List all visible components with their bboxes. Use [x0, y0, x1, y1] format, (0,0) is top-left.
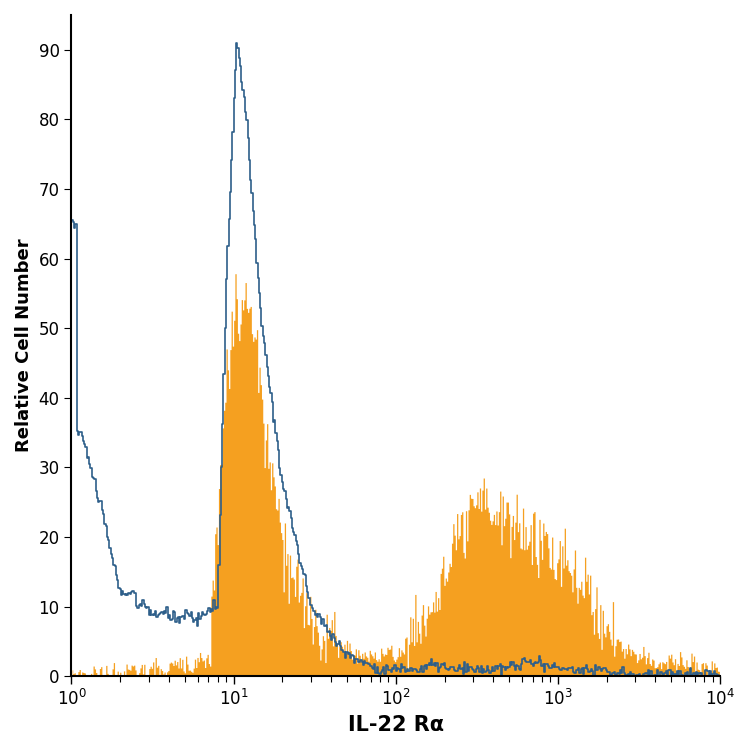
X-axis label: IL-22 Rα: IL-22 Rα [348, 715, 444, 735]
Y-axis label: Relative Cell Number: Relative Cell Number [15, 238, 33, 452]
